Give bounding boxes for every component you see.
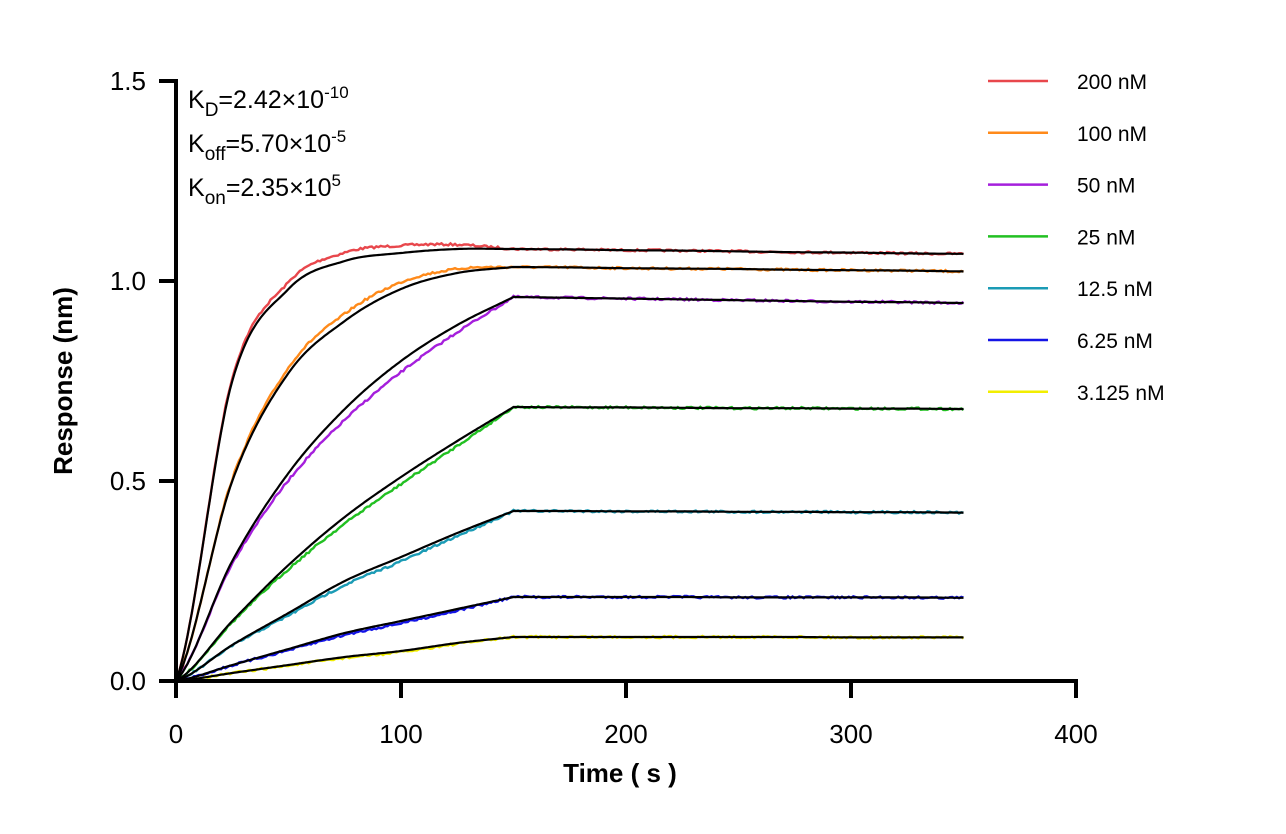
legend-label: 50 nM (1077, 175, 1135, 198)
constant-exponent: -5 (331, 127, 346, 146)
axes (174, 79, 1078, 683)
constant-symbol: K (188, 130, 205, 158)
fit-line-6-25-nM (175, 595, 964, 683)
legend: 200 nM 100 nM 50 nM 25 nM 12.5 nM 6.25 nM 3.12… (988, 71, 1165, 405)
x-tick-label: 200 (604, 719, 647, 749)
fit-line-100-nM (175, 265, 964, 682)
legend-label: 100 nM (1077, 123, 1147, 146)
curves-layer (174, 241, 965, 683)
x-tick-label: 300 (829, 719, 872, 749)
constant-value: =2.35×10 (226, 174, 332, 202)
constant-value: =5.70×10 (225, 130, 331, 158)
x-tick-label: 0 (169, 719, 183, 749)
y-tick-label: 1.5 (110, 66, 146, 96)
fit-line-12-5-nM (175, 509, 964, 683)
constant-symbol: K (188, 86, 205, 114)
x-tick-label: 400 (1054, 719, 1097, 749)
constant-exponent: 5 (332, 171, 341, 190)
legend-label: 3.125 nM (1077, 382, 1165, 405)
y-axis-label: Response (nm) (48, 287, 78, 475)
constant-symbol: K (188, 174, 205, 202)
kinetic-constant: KD=2.42×10-10 (188, 83, 349, 121)
constant-value: =2.42×10 (218, 86, 324, 114)
kinetic-constant: Kon=2.35×105 (188, 171, 341, 209)
legend-label: 6.25 nM (1077, 330, 1153, 353)
fit-line-50-nM (175, 295, 964, 682)
fit-line-200-nM (174, 247, 964, 682)
constant-exponent: -10 (324, 83, 349, 102)
constant-subscript: off (205, 144, 227, 165)
ticks: 0 100 200 300 400 0.0 0.5 1.0 1.5 (110, 66, 1098, 749)
y-tick-label: 0.5 (110, 466, 146, 496)
x-tick-label: 100 (379, 719, 422, 749)
legend-label: 12.5 nM (1077, 278, 1153, 301)
data-line-12-5-nM (175, 508, 964, 682)
data-line-25-nM (175, 404, 965, 682)
kinetic-constant: Koff=5.70×10-5 (188, 127, 346, 165)
data-line-50-nM (174, 294, 965, 682)
data-line-200-nM (174, 241, 964, 681)
legend-label: 25 nM (1077, 226, 1135, 249)
data-line-3-125-nM (175, 634, 965, 683)
constant-subscript: on (205, 188, 226, 209)
x-axis-label: Time ( s ) (563, 758, 677, 788)
fit-line-25-nM (175, 405, 964, 682)
legend-label: 200 nM (1077, 71, 1147, 94)
constant-subscript: D (205, 100, 219, 121)
y-tick-label: 1.0 (110, 266, 146, 296)
y-tick-label: 0.0 (110, 666, 146, 696)
fit-line-3-125-nM (175, 635, 964, 683)
